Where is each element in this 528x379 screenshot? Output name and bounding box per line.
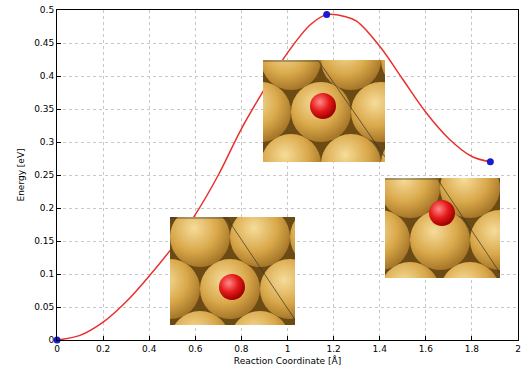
svg-text:0.45: 0.45 <box>34 38 54 48</box>
svg-text:1.8: 1.8 <box>465 344 480 354</box>
svg-text:0.3: 0.3 <box>40 137 54 147</box>
svg-text:0.4: 0.4 <box>40 71 55 81</box>
svg-text:0.2: 0.2 <box>40 203 54 213</box>
svg-text:1.6: 1.6 <box>419 344 434 354</box>
svg-text:1.4: 1.4 <box>373 344 388 354</box>
svg-text:0.5: 0.5 <box>40 5 54 15</box>
svg-text:1: 1 <box>285 344 291 354</box>
svg-text:0.6: 0.6 <box>188 344 203 354</box>
svg-text:0.1: 0.1 <box>40 269 54 279</box>
svg-text:0.8: 0.8 <box>234 344 249 354</box>
svg-text:1.2: 1.2 <box>326 344 340 354</box>
svg-text:0.15: 0.15 <box>34 236 54 246</box>
svg-text:0.2: 0.2 <box>96 344 110 354</box>
svg-text:0: 0 <box>48 335 54 345</box>
svg-text:2: 2 <box>515 344 521 354</box>
svg-text:0.35: 0.35 <box>34 104 54 114</box>
svg-text:Reaction Coordinate [Å]: Reaction Coordinate [Å] <box>234 355 341 366</box>
svg-text:0.05: 0.05 <box>34 302 54 312</box>
svg-text:0.25: 0.25 <box>34 170 54 180</box>
svg-text:Energy [eV]: Energy [eV] <box>16 148 26 201</box>
svg-text:0: 0 <box>54 344 60 354</box>
svg-text:0.4: 0.4 <box>142 344 157 354</box>
